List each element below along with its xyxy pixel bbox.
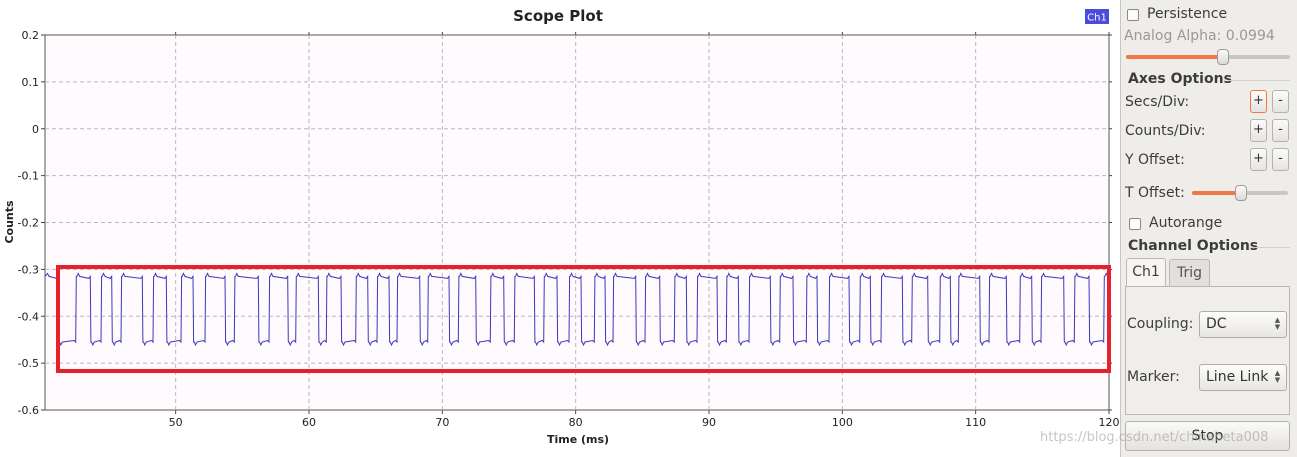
channel-options-title: Channel Options bbox=[1128, 238, 1259, 254]
t-offset-slider-handle[interactable] bbox=[1234, 185, 1247, 201]
signal-layer bbox=[44, 272, 1109, 347]
marker-select-value: Line Link bbox=[1206, 369, 1269, 385]
persistence-checkbox[interactable] bbox=[1127, 9, 1139, 21]
persistence-label: Persistence bbox=[1147, 6, 1228, 22]
y-tick-label: 0 bbox=[32, 123, 39, 136]
channel-tab-content bbox=[1125, 286, 1290, 415]
analog-alpha-slider[interactable] bbox=[1126, 55, 1290, 59]
x-tick-label: 100 bbox=[832, 416, 853, 429]
x-tick-label: 70 bbox=[435, 416, 449, 429]
y-offset-label: Y Offset: bbox=[1125, 152, 1185, 168]
y-tick-label: -0.1 bbox=[18, 170, 39, 183]
autorange-label: Autorange bbox=[1149, 215, 1223, 231]
t-offset-slider-fill bbox=[1192, 191, 1241, 195]
axes-options-divider bbox=[1228, 80, 1290, 81]
legend-swatch-ch1[interactable] bbox=[1085, 9, 1109, 24]
secs-div-label: Secs/Div: bbox=[1125, 94, 1190, 110]
marker-select[interactable]: Line Link ▲ ▼ bbox=[1199, 364, 1287, 391]
combo-arrows-icon: ▲ ▼ bbox=[1274, 369, 1281, 384]
axes-options-title: Axes Options bbox=[1128, 71, 1232, 87]
x-tick-label: 50 bbox=[169, 416, 183, 429]
secs-div-plus-button[interactable]: + bbox=[1250, 90, 1267, 113]
tab-trig[interactable]: Trig bbox=[1169, 259, 1210, 286]
counts-div-label: Counts/Div: bbox=[1125, 123, 1206, 139]
counts-div-minus-button[interactable]: - bbox=[1272, 119, 1289, 142]
y-tick-label: -0.6 bbox=[18, 404, 39, 417]
analog-alpha-slider-fill bbox=[1126, 55, 1223, 59]
y-axis-label: Counts bbox=[3, 200, 16, 244]
combo-arrows-icon: ▲ ▼ bbox=[1274, 316, 1281, 331]
axis-ticks: 0.2 0.1 0 -0.1 -0.2 -0.3 -0.4 -0.5 -0.6 50 60 70 80 9… bbox=[18, 29, 1120, 429]
secs-div-minus-button[interactable]: - bbox=[1272, 90, 1289, 113]
channel-options-divider bbox=[1252, 247, 1290, 248]
stop-button[interactable]: Stop bbox=[1125, 421, 1290, 451]
coupling-select-value: DC bbox=[1206, 316, 1227, 332]
x-tick-label: 110 bbox=[965, 416, 986, 429]
analog-alpha-label: Analog Alpha: 0.0994 bbox=[1124, 28, 1275, 44]
y-offset-minus-button[interactable]: - bbox=[1272, 148, 1289, 171]
legend-label-ch1: Ch1 bbox=[1087, 13, 1107, 24]
y-offset-plus-button[interactable]: + bbox=[1250, 148, 1267, 171]
t-offset-label: T Offset: bbox=[1125, 185, 1185, 201]
y-tick-label: -0.5 bbox=[18, 357, 39, 370]
coupling-label: Coupling: bbox=[1127, 316, 1194, 332]
y-tick-label: -0.3 bbox=[18, 263, 39, 276]
x-tick-label: 80 bbox=[569, 416, 583, 429]
counts-div-plus-button[interactable]: + bbox=[1250, 119, 1267, 142]
y-tick-label: -0.4 bbox=[18, 310, 39, 323]
x-tick-label: 90 bbox=[702, 416, 716, 429]
x-axis-label: Time (ms) bbox=[547, 433, 609, 446]
signal-trace-ch1 bbox=[44, 272, 1109, 347]
analog-alpha-slider-handle[interactable] bbox=[1216, 49, 1229, 65]
tab-ch1[interactable]: Ch1 bbox=[1126, 258, 1166, 286]
marker-label: Marker: bbox=[1127, 369, 1180, 385]
y-tick-label: 0.1 bbox=[22, 76, 40, 89]
autorange-checkbox[interactable] bbox=[1129, 218, 1141, 230]
scope-plot[interactable]: 0.2 0.1 0 -0.1 -0.2 -0.3 -0.4 -0.5 -0.6 50 60 70 80 9… bbox=[0, 0, 1120, 457]
grid bbox=[45, 35, 1109, 410]
plot-title: Scope Plot bbox=[513, 7, 603, 25]
y-tick-label: 0.2 bbox=[22, 29, 40, 42]
watermark: https://blog.csdn.net/chinabeta008 bbox=[1040, 430, 1269, 445]
coupling-select[interactable]: DC ▲ ▼ bbox=[1199, 311, 1287, 338]
x-tick-label: 120 bbox=[1099, 416, 1120, 429]
highlight-box bbox=[56, 265, 1111, 373]
y-tick-label: -0.2 bbox=[18, 217, 39, 230]
x-tick-label: 60 bbox=[302, 416, 316, 429]
scope-plot-canvas[interactable]: 0.2 0.1 0 -0.1 -0.2 -0.3 -0.4 -0.5 -0.6 50 60 70 80 9… bbox=[0, 0, 1120, 457]
